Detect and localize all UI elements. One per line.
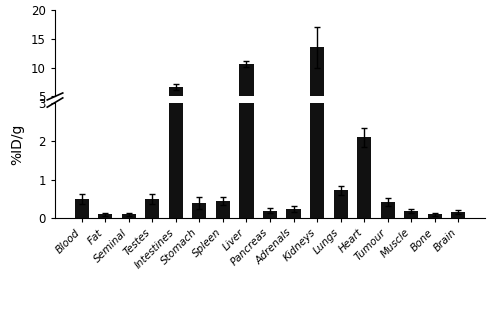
Bar [452, 125, 466, 126]
Bar [74, 123, 88, 126]
Bar [428, 214, 442, 218]
Bar [122, 125, 136, 126]
Bar [380, 123, 395, 126]
Bar [286, 124, 300, 126]
Bar [334, 121, 347, 126]
Bar [380, 202, 395, 218]
Bar [168, 0, 183, 218]
Bar [216, 201, 230, 218]
Bar [240, 64, 254, 126]
Bar [310, 47, 324, 126]
Bar [145, 123, 160, 126]
Bar [263, 211, 277, 218]
Bar [310, 0, 324, 218]
Bar [452, 212, 466, 218]
Bar [192, 203, 206, 218]
Bar [428, 125, 442, 126]
Bar [263, 124, 277, 126]
Bar [145, 199, 160, 218]
Text: %ID/g: %ID/g [10, 124, 24, 165]
Bar [334, 190, 347, 218]
Bar [98, 125, 112, 126]
Bar [286, 209, 300, 218]
Bar [404, 211, 418, 218]
Bar [192, 123, 206, 126]
Bar [122, 214, 136, 218]
Bar [74, 199, 88, 218]
Bar [357, 137, 372, 218]
Bar [168, 87, 183, 126]
Bar [404, 124, 418, 126]
Bar [98, 214, 112, 218]
Bar [357, 113, 372, 126]
Bar [240, 0, 254, 218]
Bar [216, 123, 230, 126]
